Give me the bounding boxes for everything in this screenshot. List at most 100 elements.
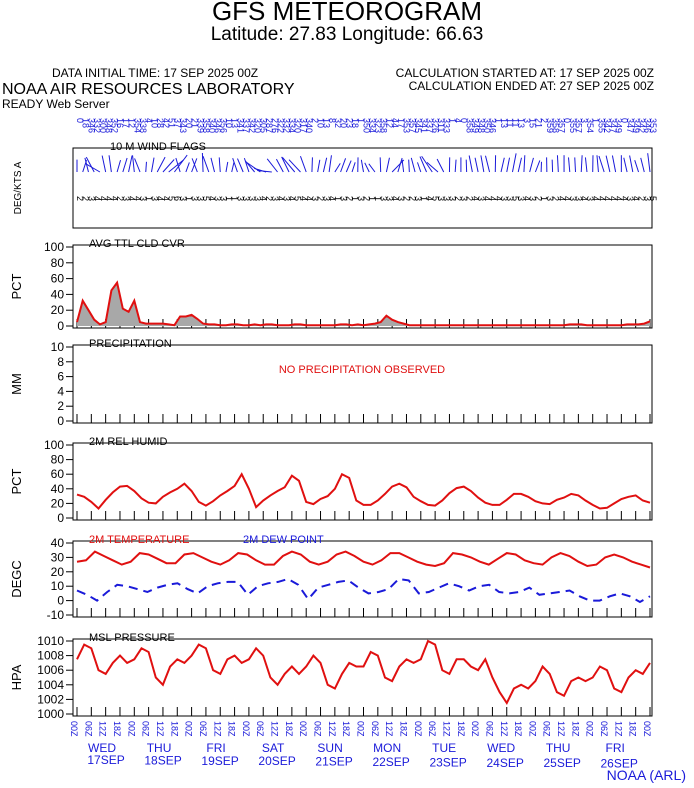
wind-speed-label: 5 <box>648 196 658 201</box>
temp-panel-ytick-label: 10 <box>51 579 65 593</box>
temp-panel-ytick-label: 30 <box>51 550 65 564</box>
wind-speed-label: 2 <box>637 196 647 201</box>
wind-direction-label: 348 <box>104 118 114 133</box>
wind-direction-label: 317 <box>298 118 308 133</box>
wind-speed-label: 4 <box>470 196 480 201</box>
wind-direction-label: 3 <box>522 118 532 123</box>
wind-speed-label: 3 <box>270 196 280 201</box>
humidity-panel-ytick-label: 20 <box>51 496 65 510</box>
wind-flag <box>605 155 611 173</box>
wind-flag <box>108 155 112 173</box>
wind-flag <box>299 156 307 173</box>
wind-direction-label: 338 <box>138 118 148 133</box>
wind-speed-label: 4 <box>109 196 119 201</box>
day-weekday: WED <box>487 741 515 755</box>
wind-speed-label: 3 <box>178 196 188 201</box>
wind-direction-label: 0 <box>562 118 572 123</box>
wind-speed-label: 3 <box>545 196 555 201</box>
wind-speed-label: 1 <box>350 196 360 201</box>
wind-flag <box>640 157 645 173</box>
wind-speed-label: 5 <box>201 196 211 201</box>
wind-direction-label: 0 <box>75 118 85 123</box>
wind-speed-label: 1 <box>230 196 240 201</box>
wind-flag <box>134 158 141 173</box>
wind-direction-label: 349 <box>470 118 480 133</box>
pressure-panel-ytick-label: 1004 <box>37 678 64 692</box>
wind-speed-label: 1 <box>144 196 154 201</box>
x-tick-label: 18Z <box>398 721 408 737</box>
wind-direction-label: 11 <box>505 118 515 127</box>
x-tick-label: 18Z <box>456 721 466 737</box>
wind-direction-label: 20 <box>339 118 349 128</box>
wind-direction-label: 352 <box>109 118 119 133</box>
wind-direction-label: 13 <box>230 118 240 128</box>
temperature-line <box>76 550 651 569</box>
pressure-panel-frame <box>72 638 653 717</box>
wind-direction-label: 347 <box>608 118 618 133</box>
wind-direction-label: 10 <box>149 118 159 128</box>
wind-speed-label: 2 <box>402 196 412 201</box>
wind-speed-label: 3 <box>247 196 257 201</box>
wind-speed-label: 3 <box>138 196 148 201</box>
x-tick-label: 06Z <box>141 721 151 737</box>
wind-speed-label: 3 <box>379 196 389 201</box>
wind-direction-label: 1 <box>356 118 366 123</box>
x-tick-label: 00Z <box>241 721 251 737</box>
wind-speed-label: 3 <box>505 196 515 201</box>
x-tick-label: 18Z <box>227 721 237 737</box>
wind-direction-label: 11 <box>510 118 520 127</box>
wind-flag <box>474 157 479 173</box>
pressure-panel-ytick-label: 1006 <box>37 663 64 677</box>
wind-flag <box>85 163 101 173</box>
wind-flag <box>201 152 204 173</box>
precip-panel-ytick-label: 8 <box>57 355 64 369</box>
day-date: 23SEP <box>429 755 466 769</box>
wind-direction-label: 350 <box>482 118 492 133</box>
x-tick-label: 00Z <box>184 721 194 737</box>
wind-speed-label: 3 <box>574 196 584 201</box>
wind-speed-label: 4 <box>132 196 142 201</box>
wind-direction-label: 356 <box>218 118 228 133</box>
x-tick-label: 00Z <box>356 721 366 737</box>
wind-direction-label: 358 <box>465 118 475 133</box>
cloud-cover-area <box>77 282 650 326</box>
wind-flag <box>345 160 352 173</box>
wind-flag <box>334 163 341 173</box>
wind-direction-label: 354 <box>132 118 142 133</box>
wind-flag <box>485 155 491 173</box>
wind-flag <box>523 155 526 173</box>
server-name: READY Web Server <box>2 97 110 111</box>
wind-flag <box>596 155 599 173</box>
precip-panel-ylabel: MM <box>9 373 24 395</box>
wind-speed-label: 4 <box>98 196 108 201</box>
wind-flag <box>454 159 457 173</box>
day-date: 18SEP <box>144 753 181 767</box>
wind-speed-label: 2 <box>407 196 417 201</box>
wind-flag <box>218 157 221 173</box>
x-tick-label: 00Z <box>413 721 423 737</box>
wind-flag <box>162 159 175 173</box>
wind-speed-label: 1 <box>539 196 549 201</box>
precip-panel-ytick-label: 10 <box>51 340 65 354</box>
wind-flag <box>210 157 216 173</box>
wind-flag <box>598 155 605 173</box>
day-weekday: THU <box>546 741 571 755</box>
wind-direction-label: 353 <box>402 118 412 133</box>
wind-direction-label: 320 <box>253 118 263 133</box>
wind-speed-label: 4 <box>287 196 297 201</box>
wind-flag <box>168 159 184 173</box>
wind-flag <box>401 159 405 173</box>
wind-speed-label: 3 <box>356 196 366 201</box>
wind-flag <box>408 159 410 173</box>
wind-speed-label: 2 <box>362 196 372 201</box>
temp-panel-ytick-label: 0 <box>57 594 64 608</box>
calculation-ended: CALCULATION ENDED AT: 27 SEP 2025 00Z <box>408 79 654 93</box>
day-date: 19SEP <box>201 754 238 768</box>
wind-flag <box>132 155 135 173</box>
wind-speed-label: 3 <box>476 196 486 201</box>
pressure-panel-ytick-label: 1010 <box>37 634 64 648</box>
wind-direction-label: 337 <box>241 118 251 133</box>
x-tick-label: 18Z <box>169 721 179 737</box>
wind-speed-label: 4 <box>556 196 566 201</box>
wind-speed-label: 3 <box>396 196 406 201</box>
